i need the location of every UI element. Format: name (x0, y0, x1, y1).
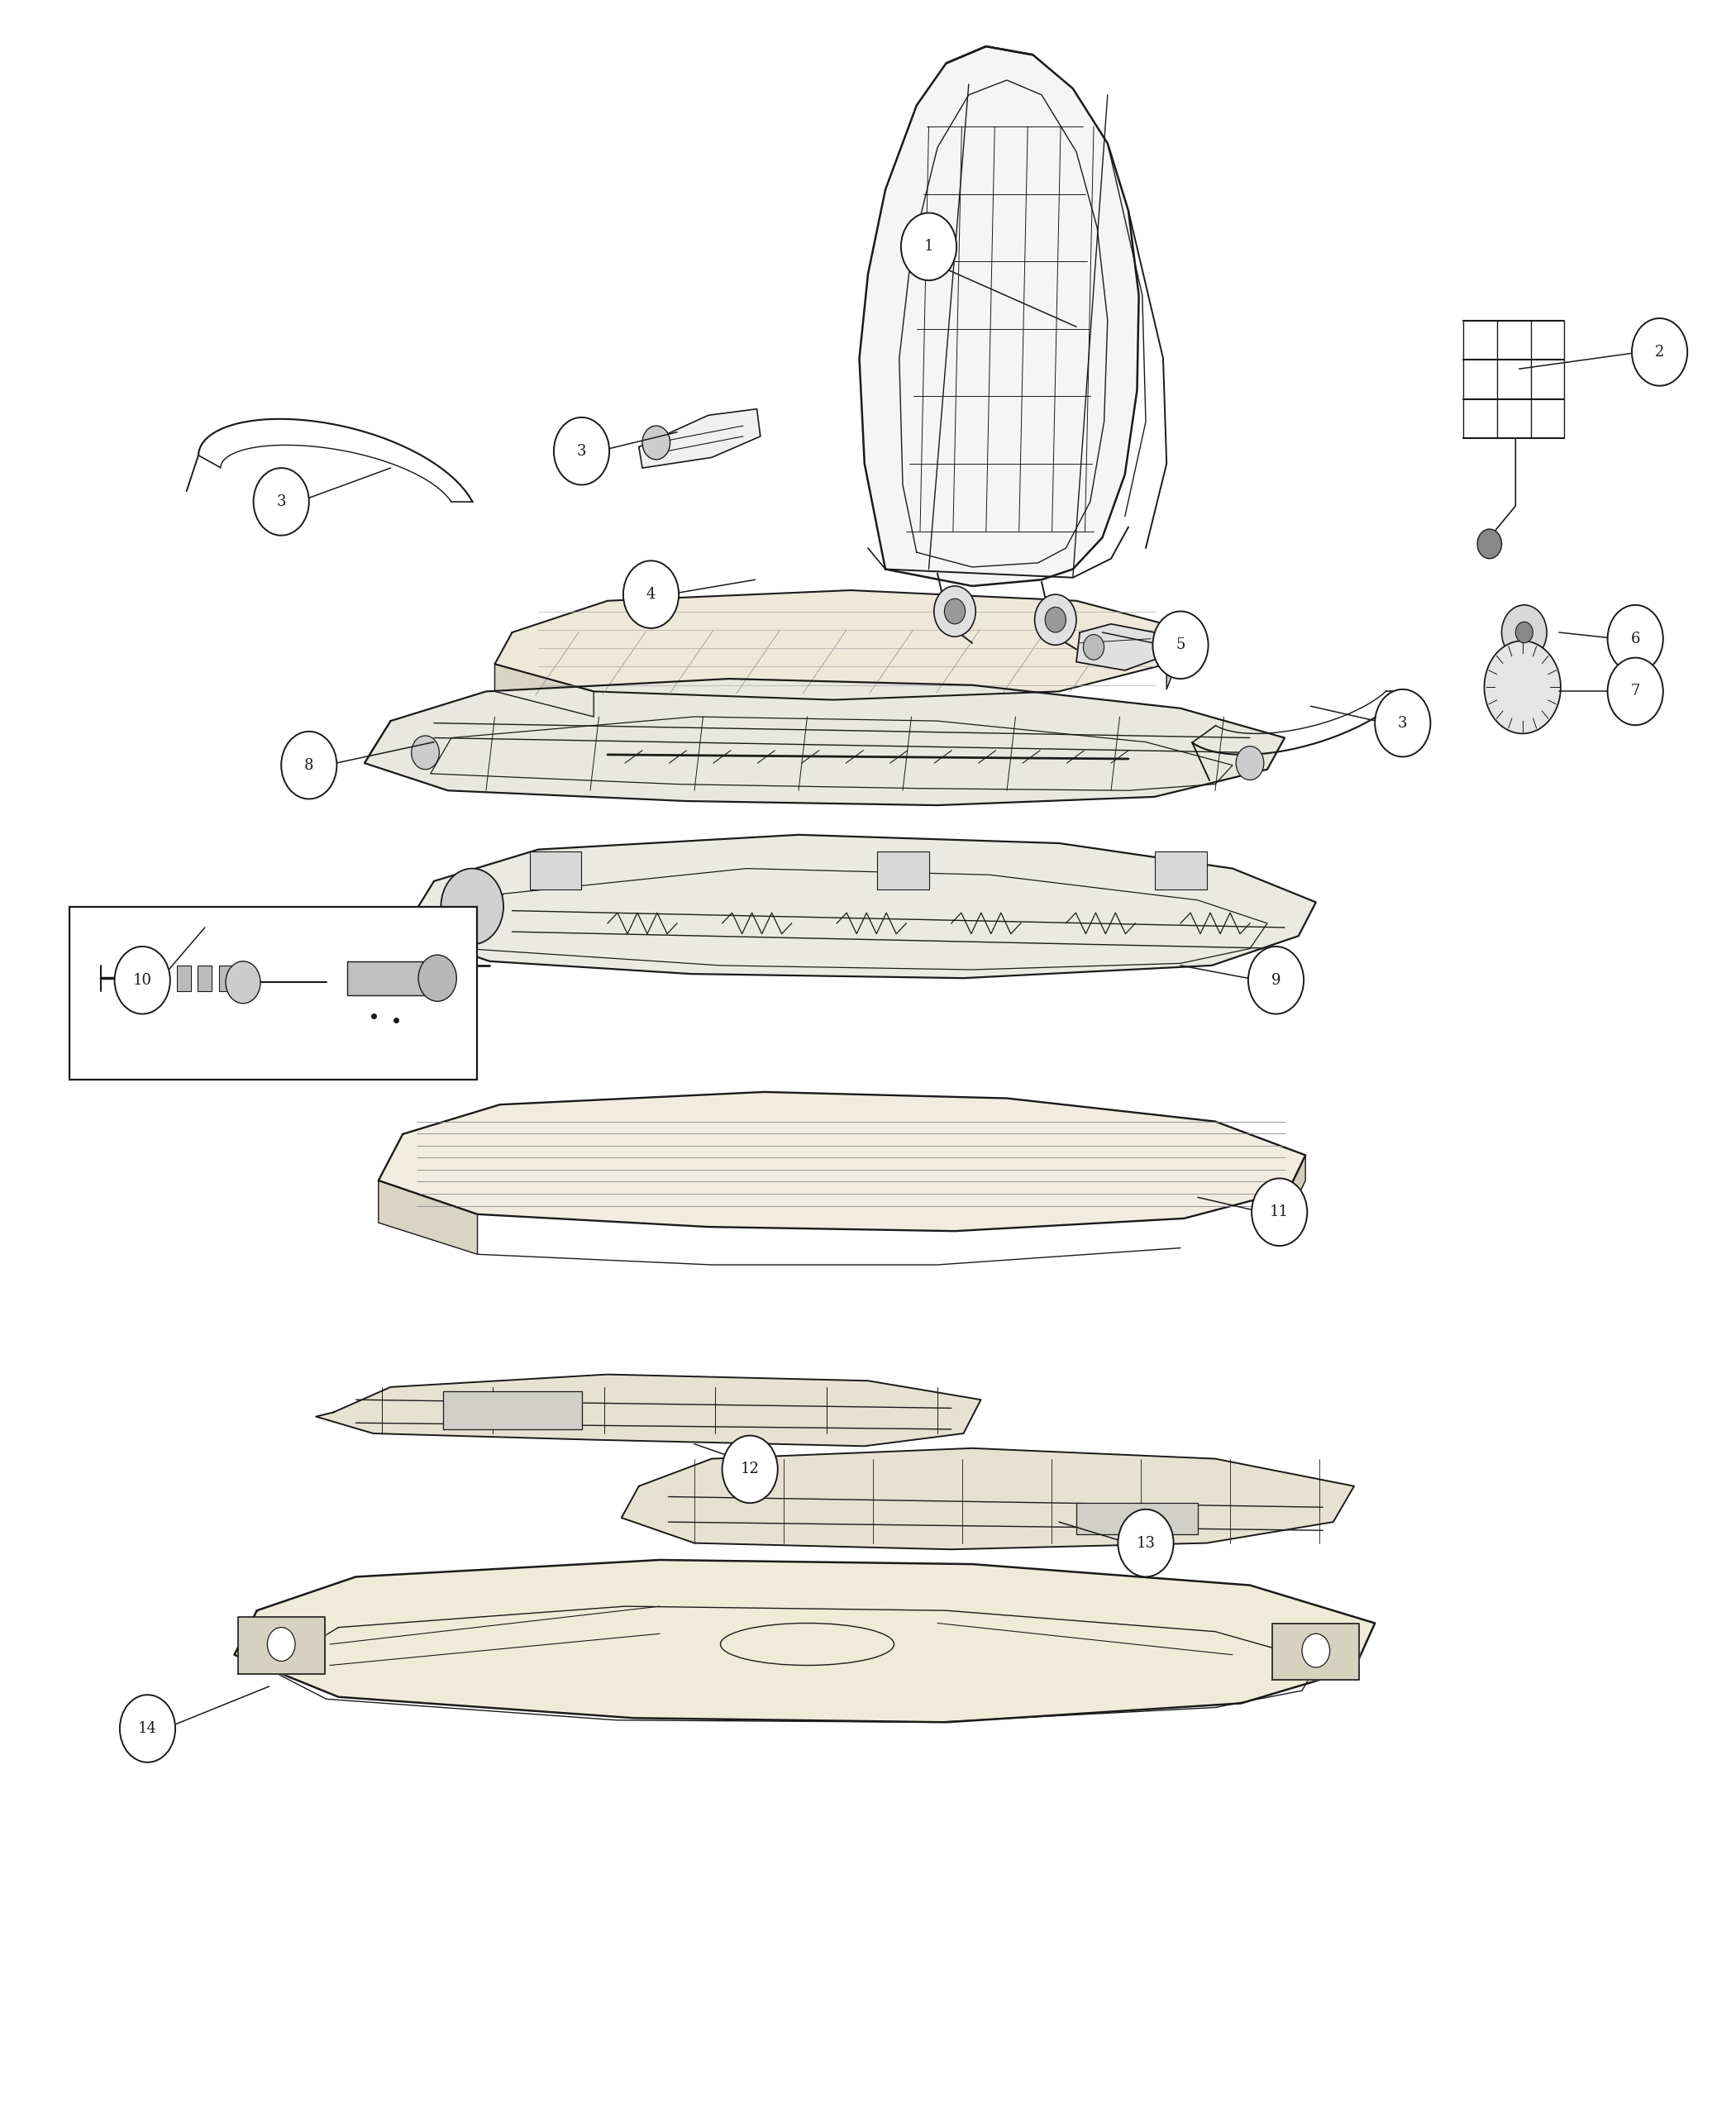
Circle shape (115, 946, 170, 1014)
Circle shape (642, 426, 670, 460)
Polygon shape (403, 835, 1316, 978)
Circle shape (1045, 607, 1066, 632)
Circle shape (1118, 1509, 1174, 1577)
Circle shape (1516, 622, 1533, 643)
Bar (69, 906, 477, 1079)
Circle shape (120, 1695, 175, 1762)
Polygon shape (234, 1560, 1375, 1722)
Circle shape (418, 955, 457, 1001)
Polygon shape (1288, 1155, 1305, 1216)
Circle shape (1248, 946, 1304, 1014)
Polygon shape (316, 1374, 981, 1446)
Text: 13: 13 (1137, 1535, 1154, 1551)
Bar (877, 852, 929, 890)
Circle shape (944, 599, 965, 624)
Text: 3: 3 (576, 443, 587, 460)
Bar (1154, 852, 1207, 890)
Circle shape (1302, 1634, 1330, 1667)
Text: 3: 3 (276, 493, 286, 510)
Text: 12: 12 (741, 1461, 759, 1478)
Text: 4: 4 (646, 586, 656, 603)
Circle shape (1035, 594, 1076, 645)
Circle shape (267, 1627, 295, 1661)
Bar (219, 965, 233, 991)
Circle shape (441, 868, 503, 944)
Circle shape (1608, 605, 1663, 672)
Circle shape (722, 1436, 778, 1503)
Bar (198, 965, 212, 991)
Bar (529, 852, 582, 890)
Text: 11: 11 (1271, 1204, 1288, 1221)
Text: 6: 6 (1630, 630, 1641, 647)
Circle shape (253, 468, 309, 535)
Circle shape (1484, 641, 1561, 734)
Circle shape (1236, 746, 1264, 780)
Circle shape (901, 213, 957, 280)
Polygon shape (621, 1448, 1354, 1549)
Polygon shape (1167, 628, 1180, 689)
Bar (1076, 1503, 1198, 1535)
Text: 10: 10 (134, 972, 151, 989)
Polygon shape (1076, 624, 1160, 670)
Circle shape (1153, 611, 1208, 679)
Text: 2: 2 (1654, 344, 1665, 360)
Text: 9: 9 (1271, 972, 1281, 989)
Text: 3: 3 (1397, 715, 1408, 731)
Circle shape (1375, 689, 1430, 757)
Bar (347, 961, 434, 995)
Polygon shape (859, 46, 1139, 586)
Circle shape (281, 731, 337, 799)
Text: 5: 5 (1175, 637, 1186, 653)
Polygon shape (378, 1180, 477, 1254)
Circle shape (1632, 318, 1687, 386)
Circle shape (1083, 635, 1104, 660)
Text: 8: 8 (304, 757, 314, 774)
Polygon shape (378, 1092, 1305, 1231)
Circle shape (554, 417, 609, 485)
Circle shape (1502, 605, 1547, 660)
Circle shape (623, 561, 679, 628)
Circle shape (934, 586, 976, 637)
Circle shape (226, 961, 260, 1003)
Text: 14: 14 (139, 1720, 156, 1737)
Polygon shape (1272, 1623, 1359, 1680)
Text: 1: 1 (924, 238, 934, 255)
Bar (177, 965, 191, 991)
Polygon shape (365, 679, 1285, 805)
Polygon shape (495, 664, 594, 717)
Text: 7: 7 (1630, 683, 1641, 700)
Polygon shape (238, 1617, 325, 1674)
Circle shape (411, 736, 439, 769)
Polygon shape (495, 590, 1180, 700)
Circle shape (1608, 658, 1663, 725)
Polygon shape (639, 409, 760, 468)
Circle shape (1477, 529, 1502, 559)
Circle shape (1252, 1178, 1307, 1246)
Bar (443, 1391, 582, 1429)
